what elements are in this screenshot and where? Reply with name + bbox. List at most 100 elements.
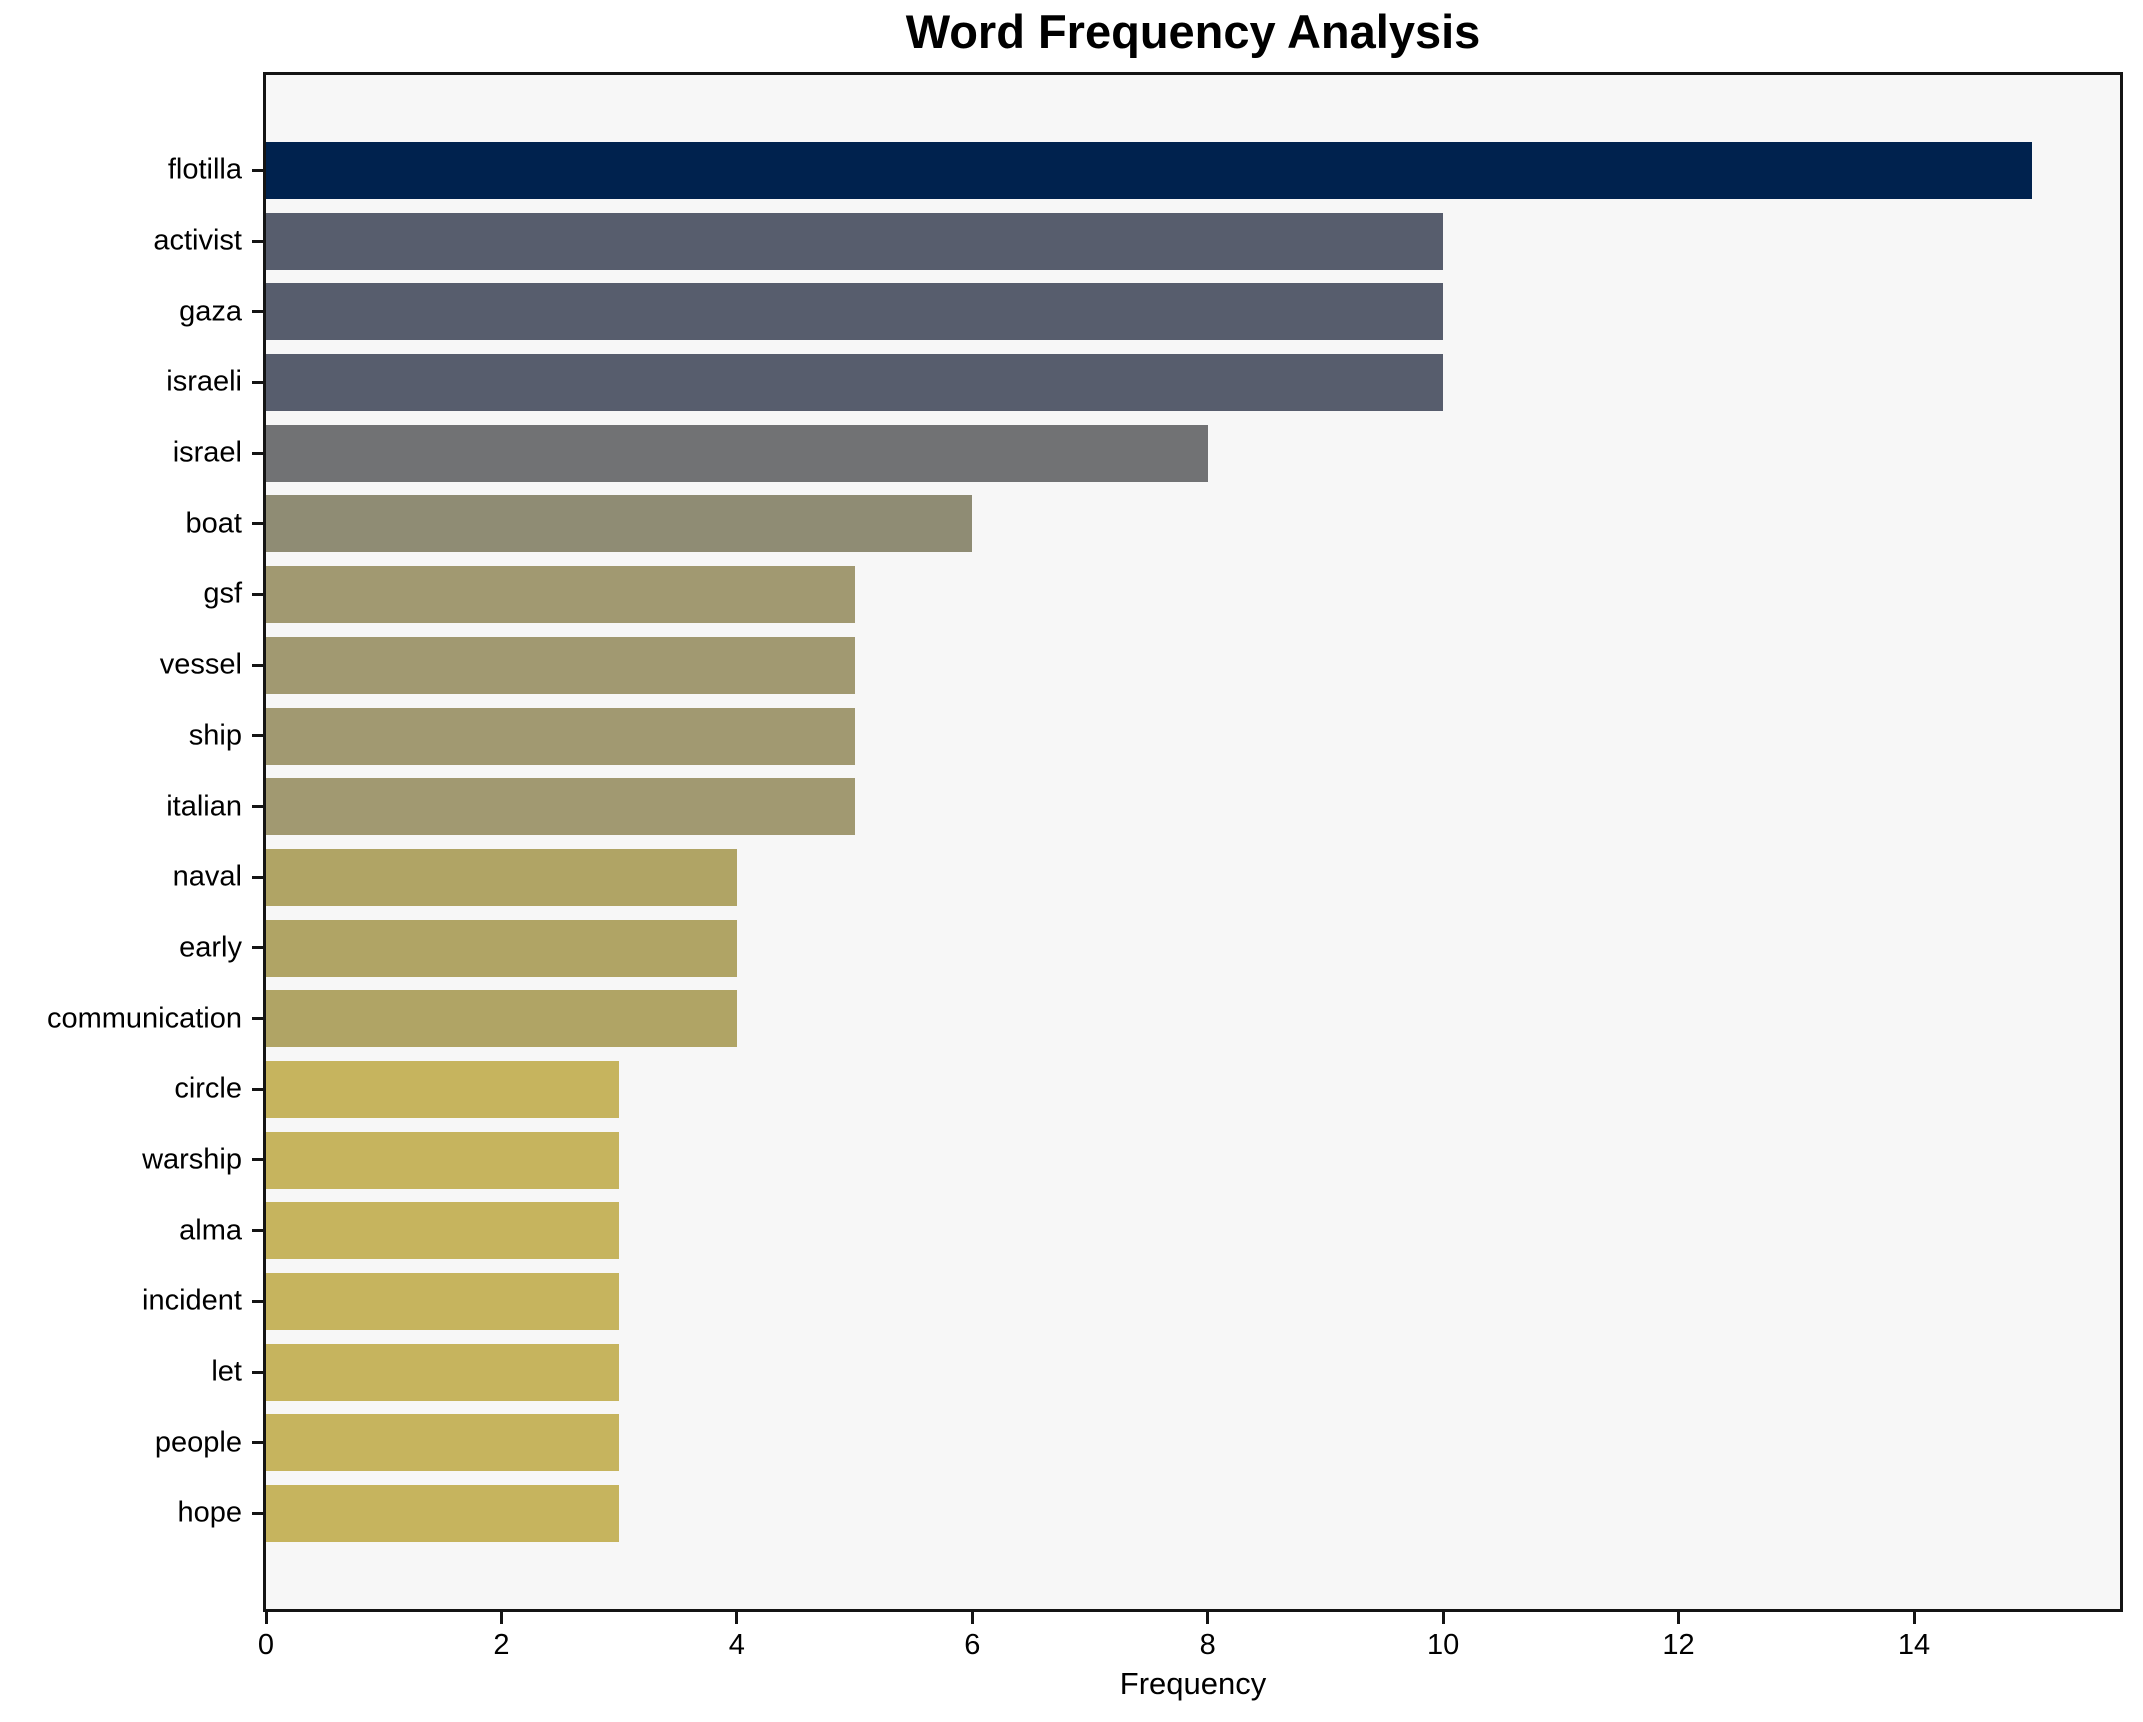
bar-row: gaza — [179, 276, 2120, 347]
y-tick-mark — [252, 1511, 263, 1515]
bar-italian — [266, 778, 855, 836]
y-tick-label: activist — [153, 224, 242, 257]
bar-row: gsf — [203, 559, 2120, 630]
bar-hope — [266, 1485, 620, 1543]
bar-row: warship — [142, 1125, 2120, 1196]
y-tick-label: naval — [172, 860, 242, 893]
y-tick-mark — [252, 310, 263, 314]
bar-gaza — [266, 283, 1444, 341]
x-tick-label: 10 — [1427, 1629, 1460, 1661]
y-tick-mark — [252, 168, 263, 172]
bar-row: boat — [186, 488, 2120, 559]
bar-row: vessel — [160, 630, 2120, 701]
bar-early — [266, 919, 737, 977]
y-tick-mark — [252, 239, 263, 243]
bar-ship — [266, 707, 855, 765]
y-tick-mark — [252, 1087, 263, 1091]
y-tick-mark — [252, 1229, 263, 1233]
y-tick-label: italian — [166, 790, 242, 823]
bar-alma — [266, 1202, 620, 1260]
bar-row: people — [155, 1407, 2120, 1478]
bars-rows: flotilla activist gaza israeli israel bo… — [47, 75, 2120, 1609]
x-tick-label: 8 — [1199, 1629, 1216, 1661]
x-tick-mark — [1206, 1612, 1210, 1624]
bar-row: ship — [189, 701, 2120, 772]
y-tick-label: early — [179, 931, 242, 964]
y-tick-mark — [252, 380, 263, 384]
bar-circle — [266, 1060, 620, 1118]
y-tick-mark — [252, 946, 263, 950]
plot-area: flotilla activist gaza israeli israel bo… — [47, 72, 2123, 1661]
y-tick-mark — [252, 1017, 263, 1021]
x-tick-label: 6 — [964, 1629, 981, 1661]
y-tick-mark — [252, 522, 263, 526]
x-axis-ticks: 0 2 4 6 8 10 12 14 — [258, 75, 2120, 1661]
bar-communication — [266, 990, 737, 1048]
bar-flotilla — [266, 142, 2032, 199]
bar-row: early — [179, 913, 2120, 984]
x-tick-mark — [264, 1612, 268, 1624]
y-tick-mark — [252, 875, 263, 879]
y-tick-mark — [252, 592, 263, 596]
bar-naval — [266, 848, 737, 906]
bar-warship — [266, 1131, 620, 1189]
bar-boat — [266, 495, 973, 553]
x-tick-label: 12 — [1662, 1629, 1695, 1661]
bar-israeli — [266, 354, 1444, 412]
x-tick-mark — [1677, 1612, 1681, 1624]
y-tick-label: communication — [46, 1002, 242, 1035]
x-tick-mark — [499, 1612, 503, 1624]
bar-row: hope — [177, 1478, 2120, 1549]
y-tick-label: boat — [185, 507, 242, 540]
x-tick-label: 0 — [257, 1629, 275, 1661]
y-tick-label: alma — [179, 1214, 242, 1247]
y-tick-mark — [252, 1370, 263, 1374]
bar-row: israel — [173, 418, 2120, 489]
y-tick-label: warship — [142, 1143, 242, 1176]
y-tick-mark — [252, 1441, 263, 1445]
x-tick-mark — [970, 1612, 974, 1624]
y-tick-label: gaza — [179, 295, 242, 328]
bar-let — [266, 1343, 620, 1401]
bar-row: naval — [173, 842, 2120, 913]
bar-row: let — [211, 1337, 2120, 1408]
y-tick-label: incident — [142, 1284, 242, 1317]
bar-gsf — [266, 566, 855, 624]
y-tick-label: people — [154, 1426, 242, 1459]
x-tick-mark — [735, 1612, 739, 1624]
bar-israel — [266, 424, 1208, 482]
y-tick-mark — [252, 1158, 263, 1162]
bar-row: incident — [142, 1266, 2120, 1337]
bar-row: italian — [166, 771, 2120, 842]
bar-incident — [266, 1273, 620, 1330]
y-tick-label: vessel — [159, 648, 242, 681]
y-tick-label: flotilla — [167, 153, 242, 186]
y-tick-label: circle — [174, 1072, 242, 1105]
bar-people — [266, 1414, 620, 1472]
y-tick-label: gsf — [203, 577, 242, 610]
y-tick-label: hope — [177, 1496, 242, 1529]
y-tick-label: israel — [172, 436, 242, 469]
y-tick-mark — [252, 1299, 263, 1303]
bar-row: flotilla — [168, 135, 2120, 206]
y-tick-mark — [252, 805, 263, 809]
bar-row: circle — [174, 1054, 2120, 1125]
bar-row: israeli — [166, 347, 2120, 418]
bar-row: activist — [153, 206, 2120, 277]
bar-row: alma — [179, 1195, 2120, 1266]
x-axis-label: Frequency — [1119, 1666, 1267, 1701]
bar-row: communication — [47, 983, 2120, 1054]
y-tick-mark — [252, 663, 263, 667]
x-tick-mark — [1441, 1612, 1445, 1624]
y-tick-mark — [252, 734, 263, 738]
y-tick-mark — [252, 451, 263, 455]
x-tick-label: 4 — [728, 1629, 745, 1661]
bar-activist — [266, 212, 1444, 270]
y-tick-label: ship — [188, 719, 242, 752]
x-tick-label: 14 — [1897, 1629, 1931, 1661]
bar-vessel — [266, 636, 855, 694]
chart-title: Word Frequency Analysis — [905, 5, 1481, 58]
y-tick-label: let — [211, 1355, 242, 1388]
x-tick-mark — [1912, 1612, 1916, 1624]
